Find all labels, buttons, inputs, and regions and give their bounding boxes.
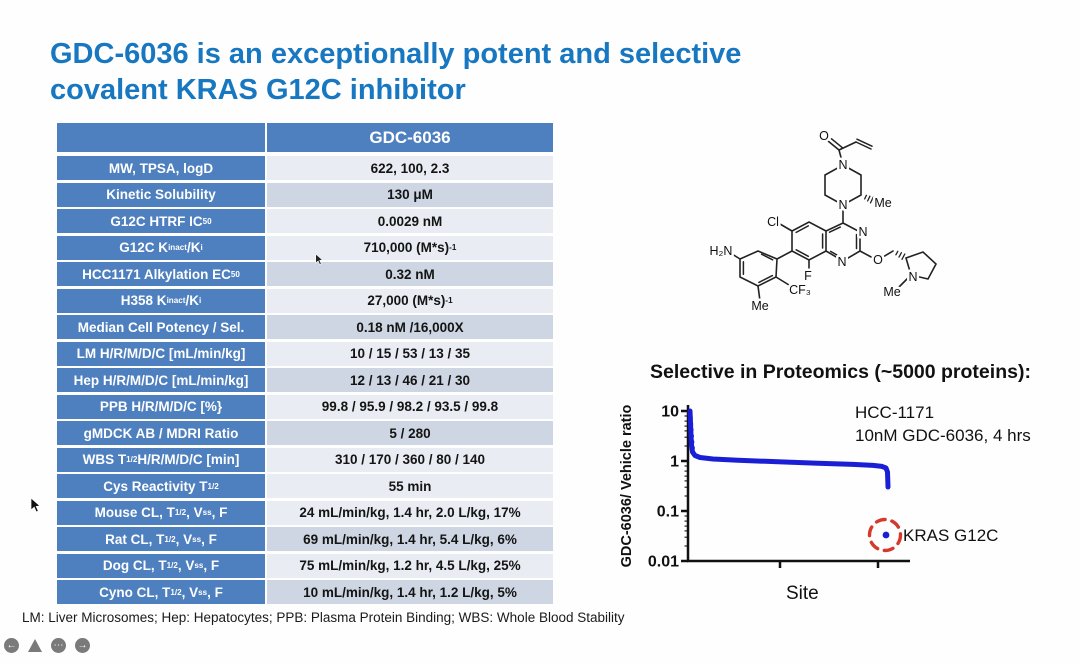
table-row: Hep H/R/M/D/C [mL/min/kg] 12 / 13 / 46 / … — [57, 368, 553, 392]
ytick-0-1: 0.1 — [657, 504, 679, 521]
molecule-drawing: O N N Me Cl N N H₂N F CF₃ Me O N Me — [707, 127, 937, 316]
chart-minor-ticks — [684, 415, 688, 547]
chart-ylabel: GDC-6036/ Vehicle ratio — [619, 404, 635, 567]
slide-title-line2: covalent KRAS G12C inhibitor — [50, 74, 466, 106]
atom-F: F — [804, 269, 812, 283]
kras-g12c-label: KRAS G12C — [903, 526, 998, 545]
footnote: LM: Liver Microsomes; Hep: Hepatocytes; … — [22, 610, 625, 625]
table-row: PPB H/R/M/D/C [%} 99.8 / 95.9 / 98.2 / 93… — [57, 394, 553, 419]
properties-table: GDC-6036 MW, TPSA, logD 622, 100, 2.3 Kin… — [57, 123, 553, 607]
next-arrow-icon[interactable]: → — [75, 638, 90, 653]
chart-ytick-labels: 10 1 0.1 0.01 — [648, 404, 679, 571]
atom-Cl: Cl — [767, 215, 779, 229]
table-row: LM H/R/M/D/C [mL/min/kg] 10 / 15 / 53 / 1… — [57, 341, 553, 366]
molecule-atom-labels: O N N Me Cl N N H₂N F CF₃ Me O N Me — [707, 127, 920, 316]
slide-title: GDC-6036 is an exceptionally potent and … — [50, 36, 900, 108]
atom-N-pyrrolidine: N — [908, 270, 917, 284]
atom-Me-pyridine: Me — [751, 299, 768, 313]
atom-CF3: CF₃ — [789, 283, 811, 297]
kras-g12c-point — [882, 531, 890, 539]
table-header-empty-cell — [57, 123, 265, 152]
atom-N-piperazine1: N — [838, 158, 847, 172]
atom-N-quinazoline1: N — [858, 225, 867, 239]
mouse-cursor-small — [315, 254, 324, 265]
table-row: HCC1171 Alkylation EC 50 0.32 nM — [57, 262, 553, 286]
previous-arrow-icon[interactable]: ← — [4, 638, 19, 653]
ytick-0-01: 0.01 — [648, 554, 679, 571]
more-ellipsis-icon[interactable]: ⋯ — [51, 638, 66, 653]
atom-H2N: H₂N — [710, 244, 733, 258]
proteomics-chart: Selective in Proteomics (~5000 proteins)… — [618, 355, 1080, 615]
table-row: Cys Reactivity T 1/2 55 min — [57, 474, 553, 498]
chart-data-series — [687, 408, 891, 539]
table-header-compound: GDC-6036 — [267, 123, 553, 152]
ytick-1: 1 — [670, 454, 679, 471]
pointer-triangle-icon[interactable] — [28, 639, 42, 652]
atom-Me-pyrrolidine: Me — [883, 285, 900, 299]
viewer-controls: ← ⋯ → — [4, 638, 90, 653]
atom-Me-piperazine: Me — [874, 196, 891, 210]
table-row: WBS T 1/2 H/R/M/D/C [min] 310 / 170 / 360 … — [57, 447, 553, 472]
chart-title: Selective in Proteomics (~5000 proteins)… — [650, 361, 1031, 383]
chart-annotation-dose: 10nM GDC-6036, 4 hrs — [855, 426, 1031, 445]
atom-N-piperazine2: N — [838, 198, 847, 212]
table-row: Median Cell Potency / Sel. 0.18 nM /16,00… — [57, 315, 553, 339]
chart-annotation-cellline: HCC-1171 — [855, 403, 934, 422]
atom-O-carbonyl: O — [819, 129, 829, 143]
table-row: Kinetic Solubility 130 μM — [57, 182, 553, 207]
table-header-row: GDC-6036 — [57, 123, 553, 152]
slide-title-line1: GDC-6036 is an exceptionally potent and … — [50, 38, 742, 70]
molecule-bonds — [731, 138, 937, 302]
molecule-structure: O N N Me Cl N N H₂N F CF₃ Me O N Me — [640, 113, 1060, 347]
chart-xlabel: Site — [786, 583, 819, 604]
ytick-10: 10 — [661, 404, 679, 421]
atom-N-quinazoline2: N — [837, 255, 846, 269]
table-row: MW, TPSA, logD 622, 100, 2.3 — [57, 156, 553, 180]
kras-highlight-circle — [867, 517, 903, 553]
table-row: G12C HTRF IC 50 0.0029 nM — [57, 209, 553, 233]
chart-plot: 10 1 0.1 0.01 HCC-1171 10nM GDC-6036, 4 … — [619, 403, 1031, 604]
table-row: gMDCK AB / MDRI Ratio 5 / 280 — [57, 421, 553, 445]
mouse-cursor — [30, 498, 41, 513]
atom-O-ether: O — [873, 253, 883, 267]
